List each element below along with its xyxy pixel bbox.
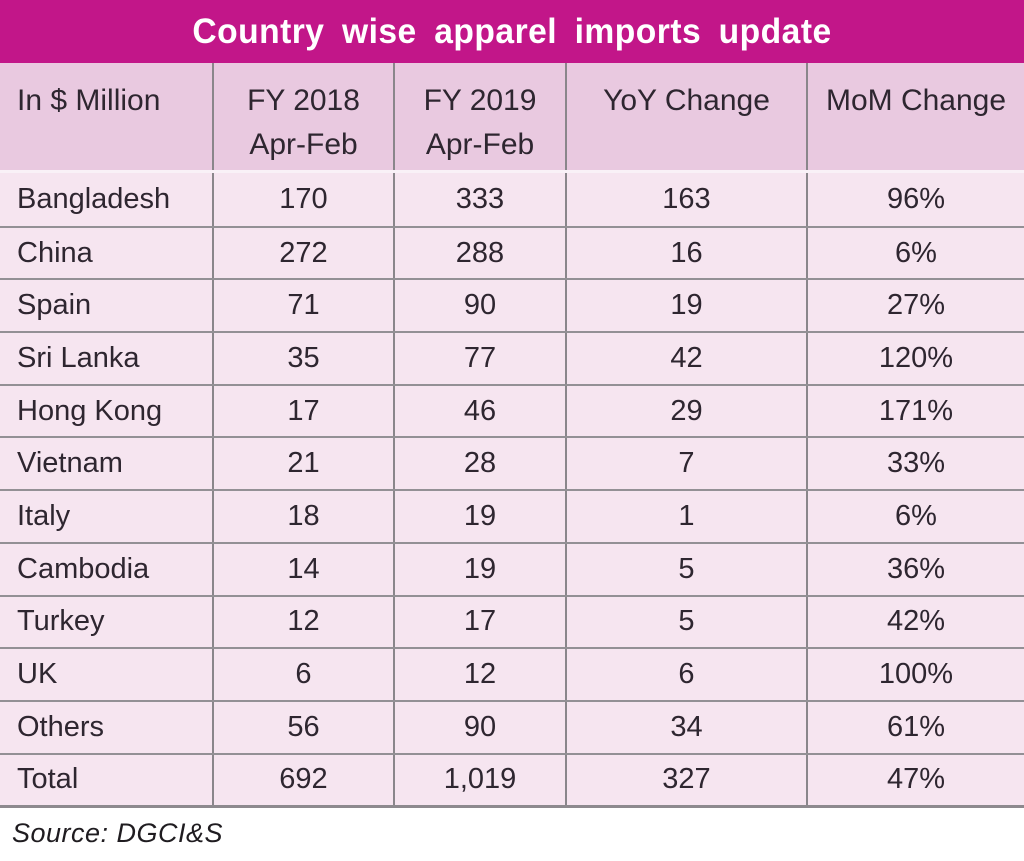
mom-change-cell: 171% bbox=[806, 385, 1024, 437]
fy2019-cell: 12 bbox=[393, 649, 565, 700]
table-body: Bangladesh 170 333 163 96% China 272 288… bbox=[0, 173, 1024, 806]
mom-change-cell: 47% bbox=[806, 754, 1024, 806]
table-row-bangladesh: Bangladesh 170 333 163 96% bbox=[0, 173, 1024, 226]
mom-change-cell: 6% bbox=[806, 491, 1024, 542]
yoy-change-cell: 16 bbox=[565, 227, 806, 279]
header-line1: YoY Change bbox=[603, 84, 770, 117]
mom-change-cell: 33% bbox=[806, 438, 1024, 490]
yoy-change-cell: 19 bbox=[565, 280, 806, 332]
fy2018-cell: 12 bbox=[212, 596, 393, 648]
header-line1: FY 2018 bbox=[247, 84, 360, 117]
country-cell: Sri Lanka bbox=[17, 341, 140, 374]
column-header-fy2018: FY 2018 Apr-Feb bbox=[212, 63, 393, 170]
yoy-change-cell: 34 bbox=[565, 701, 806, 753]
header-line1: MoM Change bbox=[825, 84, 1007, 117]
column-header-mom-change: MoM Change bbox=[806, 63, 1024, 170]
header-line1: In $ Million bbox=[17, 84, 161, 117]
yoy-change-cell: 1 bbox=[565, 491, 806, 542]
source-line: Source: DGCI&S bbox=[0, 808, 1024, 859]
column-header-yoy-change: YoY Change bbox=[565, 63, 806, 170]
table-row-cambodia: Cambodia 14 19 5 36% bbox=[0, 541, 1024, 595]
column-header-fy2019: FY 2019 Apr-Feb bbox=[393, 63, 565, 170]
header-line2: Apr-Feb bbox=[425, 128, 535, 161]
fy2019-cell: 90 bbox=[393, 280, 565, 332]
table-row-total: Total 692 1,019 327 47% bbox=[0, 752, 1024, 806]
mom-change-cell: 36% bbox=[806, 543, 1024, 595]
country-cell: UK bbox=[17, 658, 58, 691]
fy2019-cell: 90 bbox=[393, 701, 565, 753]
fy2018-cell: 18 bbox=[212, 491, 393, 542]
source-text: Source: DGCI&S bbox=[12, 817, 224, 848]
fy2018-cell: 71 bbox=[212, 280, 393, 332]
mom-change-cell: 61% bbox=[806, 701, 1024, 753]
table-row-hong-kong: Hong Kong 17 46 29 171% bbox=[0, 383, 1024, 437]
fy2018-cell: 21 bbox=[212, 438, 393, 490]
fy2018-cell: 272 bbox=[212, 227, 393, 279]
country-cell: Vietnam bbox=[17, 447, 123, 480]
yoy-change-cell: 7 bbox=[565, 438, 806, 490]
yoy-change-cell: 163 bbox=[565, 173, 806, 226]
mom-change-cell: 27% bbox=[806, 280, 1024, 332]
country-cell: Hong Kong bbox=[17, 394, 163, 427]
country-cell: Bangladesh bbox=[17, 182, 171, 215]
mom-change-cell: 42% bbox=[806, 596, 1024, 648]
fy2019-cell: 77 bbox=[393, 333, 565, 384]
country-cell: Turkey bbox=[17, 605, 105, 638]
fy2019-cell: 19 bbox=[393, 491, 565, 542]
country-cell: Italy bbox=[17, 499, 71, 532]
table-row-spain: Spain 71 90 19 27% bbox=[0, 278, 1024, 332]
table-header-row: In $ Million FY 2018 Apr-Feb FY 2019 Apr-F… bbox=[0, 63, 1024, 173]
fy2019-cell: 28 bbox=[393, 438, 565, 490]
fy2018-cell: 14 bbox=[212, 543, 393, 595]
yoy-change-cell: 6 bbox=[565, 649, 806, 700]
fy2019-cell: 46 bbox=[393, 385, 565, 437]
country-cell: Total bbox=[17, 763, 79, 796]
yoy-change-cell: 5 bbox=[565, 596, 806, 648]
table-title-bar: Country wise apparel imports update bbox=[0, 0, 1024, 63]
table-row-italy: Italy 18 19 1 6% bbox=[0, 489, 1024, 542]
header-line1: FY 2019 bbox=[423, 84, 537, 117]
mom-change-cell: 6% bbox=[806, 227, 1024, 279]
mom-change-cell: 96% bbox=[806, 173, 1024, 226]
country-cell: Spain bbox=[17, 289, 92, 322]
fy2018-cell: 6 bbox=[212, 649, 393, 700]
yoy-change-cell: 327 bbox=[565, 754, 806, 806]
fy2019-cell: 19 bbox=[393, 543, 565, 595]
fy2018-cell: 170 bbox=[212, 173, 393, 226]
country-cell: Cambodia bbox=[17, 552, 150, 585]
mom-change-cell: 100% bbox=[806, 649, 1024, 700]
table-row-uk: UK 6 12 6 100% bbox=[0, 647, 1024, 700]
page-title: Country wise apparel imports update bbox=[192, 11, 832, 51]
fy2019-cell: 333 bbox=[393, 173, 565, 226]
country-cell: China bbox=[17, 236, 93, 269]
fy2018-cell: 17 bbox=[212, 385, 393, 437]
fy2018-cell: 56 bbox=[212, 701, 393, 753]
country-cell: Others bbox=[17, 710, 105, 743]
yoy-change-cell: 42 bbox=[565, 333, 806, 384]
fy2019-cell: 1,019 bbox=[393, 754, 565, 806]
fy2018-cell: 35 bbox=[212, 333, 393, 384]
yoy-change-cell: 29 bbox=[565, 385, 806, 437]
table-row-others: Others 56 90 34 61% bbox=[0, 699, 1024, 753]
header-line2: Apr-Feb bbox=[249, 128, 358, 161]
fy2019-cell: 17 bbox=[393, 596, 565, 648]
yoy-change-cell: 5 bbox=[565, 543, 806, 595]
table-row-sri-lanka: Sri Lanka 35 77 42 120% bbox=[0, 331, 1024, 384]
mom-change-cell: 120% bbox=[806, 333, 1024, 384]
table-row-china: China 272 288 16 6% bbox=[0, 225, 1024, 279]
column-header-unit: In $ Million bbox=[0, 63, 212, 170]
fy2019-cell: 288 bbox=[393, 227, 565, 279]
apparel-imports-table: In $ Million FY 2018 Apr-Feb FY 2019 Apr-F… bbox=[0, 63, 1024, 809]
table-row-vietnam: Vietnam 21 28 7 33% bbox=[0, 436, 1024, 490]
table-row-turkey: Turkey 12 17 5 42% bbox=[0, 594, 1024, 648]
fy2018-cell: 692 bbox=[212, 754, 393, 806]
